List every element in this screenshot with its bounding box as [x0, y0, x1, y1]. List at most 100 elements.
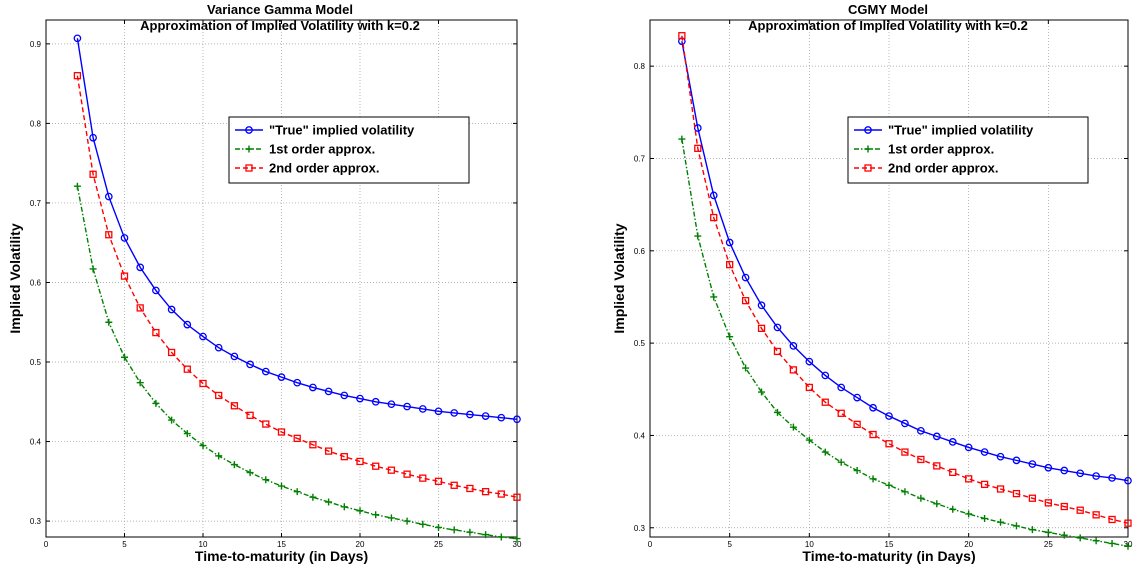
y-tick-label: 0.6 [634, 247, 646, 256]
data-point [215, 452, 223, 460]
y-axis-label: Implied Volatility [611, 223, 627, 333]
y-tick-label: 0.7 [30, 199, 42, 208]
data-point [199, 442, 207, 450]
data-point [789, 366, 798, 374]
data-point [340, 503, 348, 511]
data-point [482, 531, 490, 539]
series-1 [678, 37, 1132, 485]
data-point [293, 434, 301, 443]
x-tick-label: 30 [513, 540, 522, 549]
data-point [709, 191, 718, 200]
data-point [901, 419, 909, 428]
data-point [1012, 456, 1021, 465]
data-point [1108, 515, 1116, 524]
data-point [885, 481, 893, 489]
data-point [1092, 537, 1100, 545]
data-point [869, 430, 877, 439]
series-2 [73, 182, 521, 543]
data-point [742, 364, 750, 372]
data-point [965, 475, 973, 483]
data-point [356, 457, 364, 466]
data-point [741, 297, 750, 305]
data-point [277, 373, 286, 381]
data-point [340, 453, 348, 461]
data-point [949, 468, 957, 477]
legend-entry: "True" implied volatility [269, 123, 415, 138]
data-point [726, 261, 734, 269]
chart-subtitle: Approximation of Implied Volatility with… [748, 18, 1028, 33]
data-point [694, 144, 702, 152]
legend: "True" implied volatility 1st order appro… [228, 116, 470, 184]
data-point [1044, 499, 1052, 507]
data-point [885, 440, 893, 448]
data-point [73, 34, 82, 43]
data-point [821, 371, 830, 380]
data-point [387, 514, 395, 522]
data-point [513, 493, 521, 501]
data-point [73, 182, 81, 190]
series-3 [678, 32, 1132, 527]
data-point [277, 428, 286, 436]
x-tick-label: 5 [122, 540, 127, 549]
legend-box [228, 116, 470, 184]
series-1 [73, 34, 521, 424]
data-point [837, 383, 846, 392]
x-tick-label: 20 [356, 540, 365, 549]
legend-marker [864, 145, 872, 153]
y-tick-label: 0.3 [634, 524, 646, 533]
data-point [1092, 472, 1100, 480]
data-point [324, 447, 333, 455]
data-point [1012, 489, 1021, 498]
data-point [152, 328, 160, 337]
y-tick-label: 0.4 [634, 431, 646, 440]
data-point [757, 324, 766, 333]
data-point [933, 462, 941, 470]
data-point [1028, 494, 1037, 502]
legend-entry: 1st order approx. [269, 142, 375, 157]
data-point [387, 466, 396, 474]
data-point [837, 458, 845, 466]
x-tick-label: 25 [1044, 540, 1053, 549]
data-point [1108, 539, 1116, 547]
data-point [497, 533, 505, 541]
x-tick-label: 15 [885, 540, 894, 549]
data-point [450, 409, 459, 417]
x-tick-label: 20 [964, 540, 973, 549]
y-tick-label: 0.6 [30, 278, 42, 287]
series-line [76, 75, 518, 498]
y-tick-label: 0.9 [30, 40, 42, 49]
legend-marker [864, 164, 872, 172]
data-point [678, 32, 686, 40]
data-point [885, 412, 893, 420]
data-point [434, 477, 443, 485]
data-point [1124, 519, 1132, 527]
data-point [996, 485, 1005, 493]
legend-marker [245, 145, 253, 153]
data-point [821, 398, 829, 406]
data-point [104, 192, 113, 201]
data-point [758, 388, 766, 396]
data-point [136, 304, 144, 312]
data-point [853, 393, 861, 402]
data-point [773, 408, 781, 416]
data-point [152, 286, 160, 295]
grid [46, 20, 517, 537]
data-point [964, 443, 973, 452]
data-point [466, 484, 474, 493]
data-point [757, 301, 766, 310]
data-point [340, 391, 349, 400]
data-point [678, 135, 686, 143]
data-point [741, 273, 750, 282]
data-point [980, 448, 989, 456]
data-point [917, 455, 925, 464]
data-point [1060, 466, 1069, 475]
data-point [1060, 531, 1068, 539]
data-point [869, 475, 877, 483]
data-point [1092, 511, 1100, 519]
data-point [278, 482, 285, 490]
data-point [434, 407, 443, 416]
data-point [403, 402, 411, 411]
data-point [805, 436, 813, 444]
x-tick-label: 0 [44, 540, 49, 549]
